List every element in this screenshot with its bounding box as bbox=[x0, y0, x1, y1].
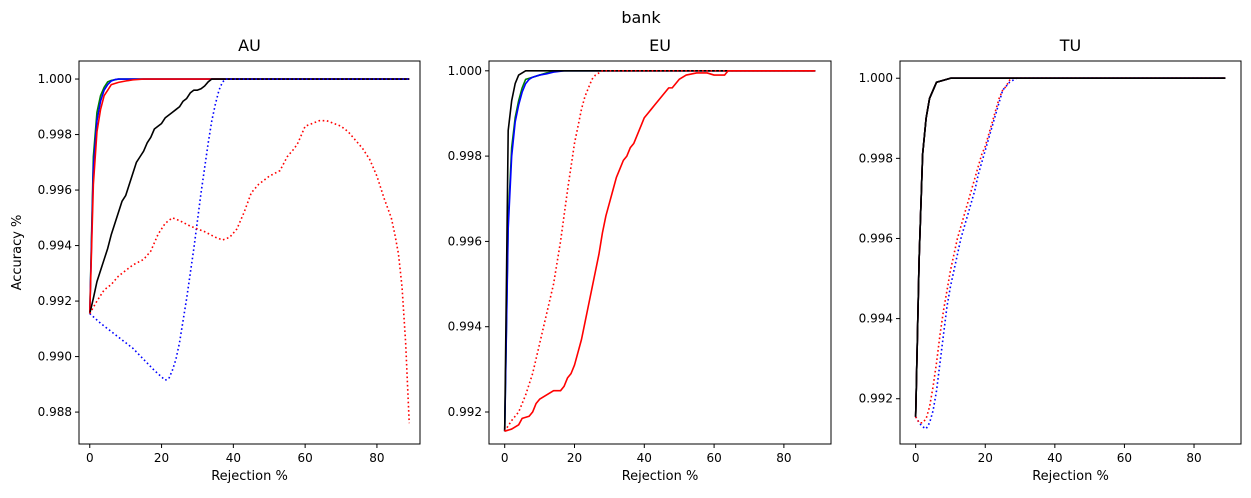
panel-title: EU bbox=[649, 36, 671, 55]
x-axis-label: Rejection % bbox=[211, 469, 288, 484]
y-tick-label: 0.994 bbox=[448, 320, 482, 334]
x-tick-label: 0 bbox=[912, 451, 920, 465]
series-line-3 bbox=[914, 77, 1226, 417]
x-tick-label: 40 bbox=[226, 451, 241, 465]
x-tick-label: 20 bbox=[154, 451, 169, 465]
series-line-3 bbox=[88, 78, 410, 314]
series-line-2 bbox=[914, 77, 1226, 417]
x-tick-label: 80 bbox=[1186, 451, 1201, 465]
axes-frame bbox=[488, 60, 832, 445]
series-line-1 bbox=[914, 77, 1226, 417]
series-group bbox=[503, 70, 816, 432]
x-tick-label: 60 bbox=[1117, 451, 1132, 465]
x-tick-label: 60 bbox=[297, 451, 312, 465]
series-group bbox=[88, 78, 411, 424]
series-line-4 bbox=[914, 77, 1226, 430]
series-line-4 bbox=[89, 78, 410, 381]
y-tick-label: 1.000 bbox=[38, 72, 72, 86]
chart-panel-au: 0 20 40 60 80 0.988 0.990 0.992 0.994 0.996 0.998 1… bbox=[10, 36, 421, 484]
series-line-4 bbox=[504, 70, 816, 432]
y-tick-label: 0.998 bbox=[448, 149, 482, 163]
series-line-1 bbox=[503, 70, 816, 432]
y-tick-label: 0.992 bbox=[859, 392, 893, 406]
y-tick-label: 0.990 bbox=[38, 350, 72, 364]
x-axis-label: Rejection % bbox=[1032, 469, 1109, 484]
series-line-0 bbox=[914, 77, 1226, 417]
chart-panel-tu: 0 20 40 60 80 0.992 0.994 0.996 0.998 1.000 TU Reje… bbox=[859, 36, 1242, 484]
axes-frame bbox=[78, 60, 421, 445]
x-tick-label: 20 bbox=[978, 451, 993, 465]
x-tick-label: 40 bbox=[1047, 451, 1062, 465]
figure-suptitle: bank bbox=[621, 8, 661, 27]
series-line-6 bbox=[914, 77, 1226, 417]
axes-frame bbox=[899, 60, 1242, 445]
chart-panel-eu: 0 20 40 60 80 0.992 0.994 0.996 0.998 1.000 EU Reje… bbox=[448, 36, 832, 484]
x-tick-label: 20 bbox=[567, 451, 582, 465]
y-axis-label: Accuracy % bbox=[10, 215, 25, 291]
series-line-0 bbox=[503, 70, 816, 432]
y-tick-label: 0.996 bbox=[38, 183, 72, 197]
y-tick-label: 0.992 bbox=[448, 405, 482, 419]
series-line-2 bbox=[503, 70, 816, 432]
series-line-5 bbox=[89, 119, 411, 424]
y-tick-label: 0.996 bbox=[859, 231, 893, 245]
y-tick-label: 0.996 bbox=[448, 234, 482, 248]
series-line-3 bbox=[504, 70, 816, 432]
x-tick-label: 80 bbox=[776, 451, 791, 465]
series-line-2 bbox=[88, 78, 410, 314]
y-tick-label: 0.994 bbox=[859, 312, 893, 326]
y-tick-label: 0.994 bbox=[38, 239, 72, 253]
panel-title: AU bbox=[238, 36, 261, 55]
y-tick-label: 0.992 bbox=[38, 294, 72, 308]
y-tick-label: 1.000 bbox=[448, 64, 482, 78]
x-axis-label: Rejection % bbox=[622, 469, 699, 484]
series-group bbox=[914, 77, 1226, 430]
x-tick-label: 60 bbox=[706, 451, 721, 465]
panel-title: TU bbox=[1059, 36, 1081, 55]
series-line-0 bbox=[88, 78, 410, 314]
y-tick-label: 0.988 bbox=[38, 405, 72, 419]
y-tick-label: 0.998 bbox=[859, 151, 893, 165]
y-tick-label: 0.998 bbox=[38, 128, 72, 142]
y-tick-label: 1.000 bbox=[859, 71, 893, 85]
x-tick-label: 80 bbox=[369, 451, 384, 465]
x-tick-label: 40 bbox=[637, 451, 652, 465]
series-line-5 bbox=[914, 77, 1226, 424]
x-tick-label: 0 bbox=[501, 451, 509, 465]
x-tick-label: 0 bbox=[86, 451, 94, 465]
series-line-1 bbox=[88, 78, 410, 314]
